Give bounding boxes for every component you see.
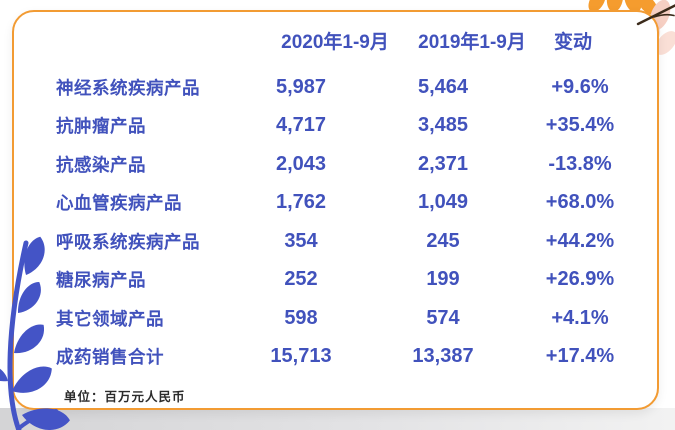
table-header-row: 2020年1-9月 2019年1-9月 变动 [56, 12, 629, 68]
unit-note: 单位：百万元人民币 [64, 390, 186, 404]
table-row: 神经系统疾病产品 5,987 5,464 +9.6% [56, 68, 629, 107]
table-row: 抗肿瘤产品 4,717 3,485 +35.4% [56, 107, 629, 146]
table-row-total: 成药销售合计 15,713 13,387 +17.4% [56, 338, 629, 377]
change-value: +9.6% [551, 75, 609, 98]
value-2019: 3,485 [417, 114, 469, 137]
sales-table-card: 2020年1-9月 2019年1-9月 变动 神经系统疾病产品 5,987 5,… [12, 10, 659, 410]
value-2019: 245 [426, 229, 460, 252]
value-2020: 4,717 [275, 114, 327, 137]
value-2020: 598 [284, 306, 318, 329]
value-2020: 2,043 [275, 152, 327, 175]
row-label: 心血管疾病产品 [56, 193, 182, 214]
value-2019: 574 [426, 306, 460, 329]
change-value: +17.4% [545, 345, 615, 368]
orange-petals-icon [588, 0, 658, 15]
value-2019: 1,049 [417, 191, 469, 214]
twig-stroke-icon [636, 4, 675, 26]
table-row: 心血管疾病产品 1,762 1,049 +68.0% [56, 184, 629, 223]
row-label: 成药销售合计 [56, 347, 164, 368]
table-row: 抗感染产品 2,043 2,371 -13.8% [56, 145, 629, 184]
row-label: 其它领域产品 [56, 308, 164, 329]
table-row: 糖尿病产品 252 199 +26.9% [56, 261, 629, 300]
table: 2020年1-9月 2019年1-9月 变动 神经系统疾病产品 5,987 5,… [14, 12, 657, 405]
column-header-2020: 2020年1-9月 [281, 31, 389, 53]
value-2020: 252 [284, 268, 318, 291]
table-row: 其它领域产品 598 574 +4.1% [56, 299, 629, 338]
row-label: 抗肿瘤产品 [56, 116, 146, 137]
column-header-2019: 2019年1-9月 [418, 31, 526, 53]
value-2020: 1,762 [275, 191, 327, 214]
column-header-change: 变动 [553, 31, 592, 53]
row-label: 糖尿病产品 [56, 270, 146, 291]
value-2019: 2,371 [417, 152, 469, 175]
value-2020: 354 [284, 229, 318, 252]
change-value: +44.2% [545, 229, 615, 252]
change-value: +4.1% [551, 306, 609, 329]
value-2019: 13,387 [412, 345, 474, 368]
change-value: -13.8% [548, 152, 612, 175]
change-value: +26.9% [545, 268, 615, 291]
change-value: +68.0% [545, 191, 615, 214]
floor-shadow-strip [0, 408, 675, 430]
blue-branch-icon [0, 236, 70, 430]
row-label: 呼吸系统疾病产品 [56, 231, 200, 252]
value-2019: 5,464 [417, 75, 469, 98]
table-row: 呼吸系统疾病产品 354 245 +44.2% [56, 222, 629, 261]
value-2020: 15,713 [270, 345, 332, 368]
row-label: 抗感染产品 [56, 154, 146, 175]
row-label: 神经系统疾病产品 [56, 77, 200, 98]
value-2019: 199 [426, 268, 460, 291]
value-2020: 5,987 [275, 75, 327, 98]
change-value: +35.4% [545, 114, 615, 137]
